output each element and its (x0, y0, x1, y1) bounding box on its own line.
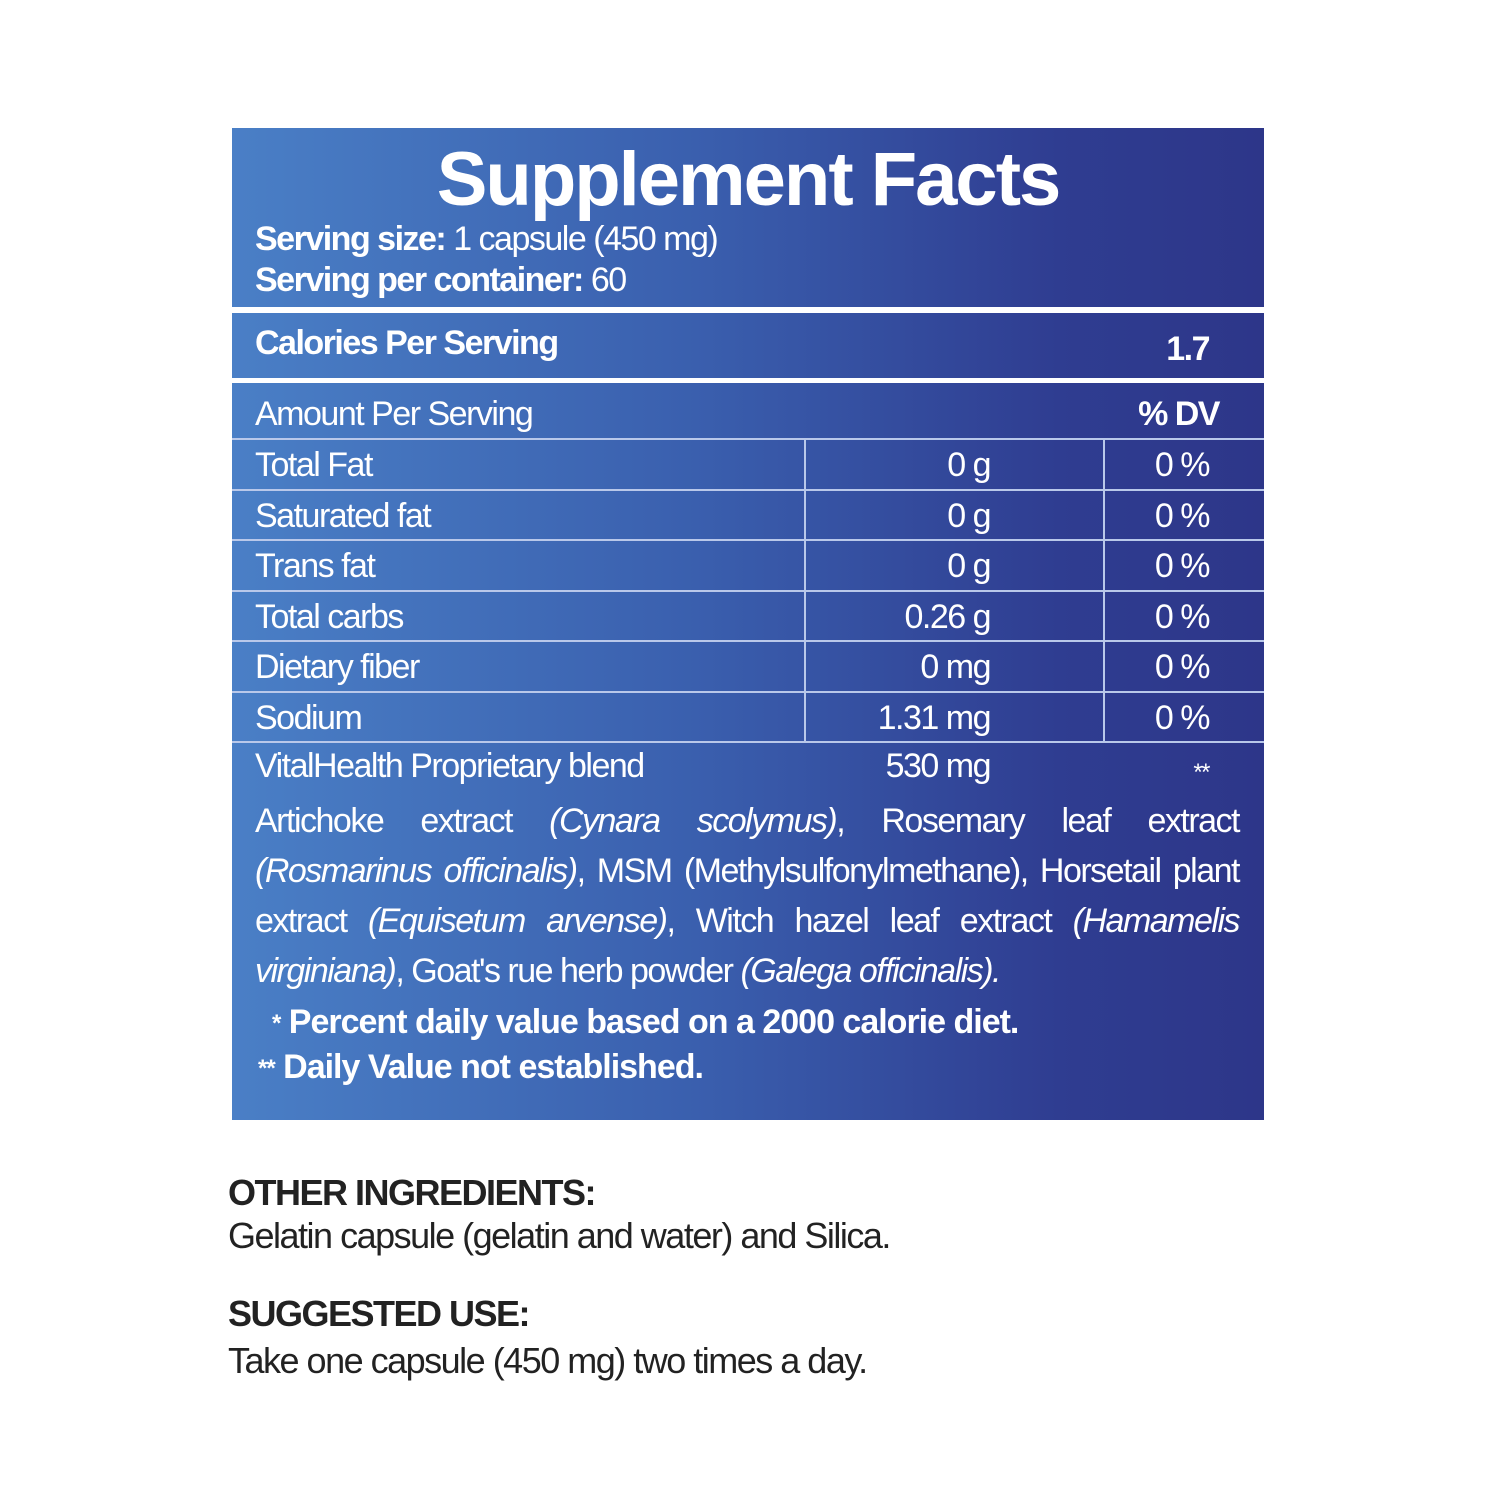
botanical-name: (Cynara scolymus) (549, 802, 838, 840)
nutrient-dv: 0 % (1154, 648, 1211, 686)
divider (232, 307, 1264, 313)
servings-per-container: Serving per container: 60 (255, 261, 627, 300)
serving-size-label: Serving size: (255, 220, 447, 258)
calories-value: 1.7 (1166, 330, 1210, 368)
nutrient-row: Trans fat 0 g 0 % (232, 541, 1264, 591)
serving-size: Serving size: 1 capsule (450 mg) (255, 220, 719, 259)
botanical-name: (Equisetum arvense) (367, 902, 668, 940)
botanical-name: (Rosmarinus officinalis) (255, 852, 578, 890)
suggested-use-text: Take one capsule (450 mg) two times a da… (228, 1340, 868, 1381)
footnote-2-text: Daily Value not established. (283, 1048, 704, 1086)
nutrient-name: Dietary fiber (255, 648, 420, 686)
nutrient-amount: 0 g (947, 446, 991, 484)
blend-amount: 530 mg (885, 747, 992, 785)
amount-header-row: Amount Per Serving % DV (232, 389, 1264, 439)
nutrient-amount: 0.26 g (904, 597, 991, 636)
row-divider (232, 640, 1264, 642)
servings-value: 60 (582, 261, 627, 299)
nutrient-dv: 0 % (1154, 496, 1211, 535)
nutrient-row: Saturated fat 0 g 0 % (232, 491, 1264, 541)
nutrient-dv: 0 % (1154, 597, 1211, 636)
dv-header: % DV (1138, 395, 1220, 433)
nutrient-name: Trans fat (255, 547, 376, 585)
servings-label: Serving per container: (255, 261, 584, 299)
ingredient-text: , MSM (Methylsulfonylmethane), Horsetail… (255, 852, 1241, 940)
blend-name: VitalHealth Proprietary blend (255, 747, 645, 785)
row-divider (232, 539, 1264, 541)
nutrient-amount: 1.31 mg (877, 698, 992, 737)
calories-row: Calories Per Serving 1.7 (232, 318, 1264, 368)
double-asterisk: ** (258, 1055, 276, 1083)
calories-label: Calories Per Serving (255, 324, 559, 362)
footnote-1: * Percent daily value based on a 2000 ca… (272, 1003, 1020, 1042)
ingredient-text: , Rosemary leaf extract (836, 802, 1240, 840)
ingredient-text: , Goat's rue herb powder (395, 952, 741, 990)
blend-ingredients: Artichoke extract (Cynara scolymus), Ros… (255, 796, 1241, 996)
row-divider (232, 488, 1264, 491)
nutrient-name: Total carbs (255, 597, 404, 636)
botanical-name: (Galega officinalis). (740, 952, 1001, 990)
row-divider (232, 438, 1264, 440)
ingredient-text: Artichoke extract (255, 802, 550, 840)
nutrient-row: Total carbs 0.26 g 0 % (232, 592, 1264, 642)
asterisk: * (272, 1010, 281, 1038)
ingredient-text: , Witch hazel leaf extract (666, 902, 1073, 940)
label-title: Supplement Facts (436, 137, 1062, 222)
footnote-2: ** Daily Value not established. (258, 1048, 704, 1087)
amount-header: Amount Per Serving (255, 395, 534, 433)
nutrient-name: Sodium (255, 698, 363, 737)
suggested-use-heading: SUGGESTED USE: (228, 1293, 531, 1334)
other-ingredients-text: Gelatin capsule (gelatin and water) and … (228, 1215, 891, 1256)
nutrient-row: Total Fat 0 g 0 % (232, 440, 1264, 490)
blend-row: VitalHealth Proprietary blend 530 mg ** (232, 741, 1264, 791)
serving-size-value: 1 capsule (450 mg) (445, 220, 719, 258)
nutrient-row: Dietary fiber 0 mg 0 % (232, 642, 1264, 692)
divider (232, 378, 1264, 383)
other-ingredients-heading: OTHER INGREDIENTS: (228, 1172, 597, 1213)
row-divider (232, 690, 1264, 693)
nutrient-dv: 0 % (1154, 446, 1211, 484)
nutrient-row: Sodium 1.31 mg 0 % (232, 693, 1264, 743)
column-divider (804, 438, 806, 741)
nutrient-amount: 0 g (947, 547, 991, 585)
nutrient-name: Total Fat (255, 446, 373, 484)
footnote-1-text: Percent daily value based on a 2000 calo… (288, 1003, 1020, 1041)
blend-dv: ** (1193, 759, 1210, 786)
row-divider (232, 741, 1264, 743)
nutrient-dv: 0 % (1154, 698, 1211, 737)
nutrient-amount: 0 g (947, 496, 991, 535)
nutrient-dv: 0 % (1154, 547, 1211, 585)
column-divider (1103, 438, 1105, 741)
row-divider (232, 589, 1264, 592)
botanical-name: (Hamamelis virginiana) (255, 902, 1241, 990)
nutrient-name: Saturated fat (255, 496, 432, 535)
nutrient-amount: 0 mg (920, 648, 991, 686)
supplement-facts-panel: Supplement Facts Serving size: 1 capsule… (232, 128, 1264, 1120)
